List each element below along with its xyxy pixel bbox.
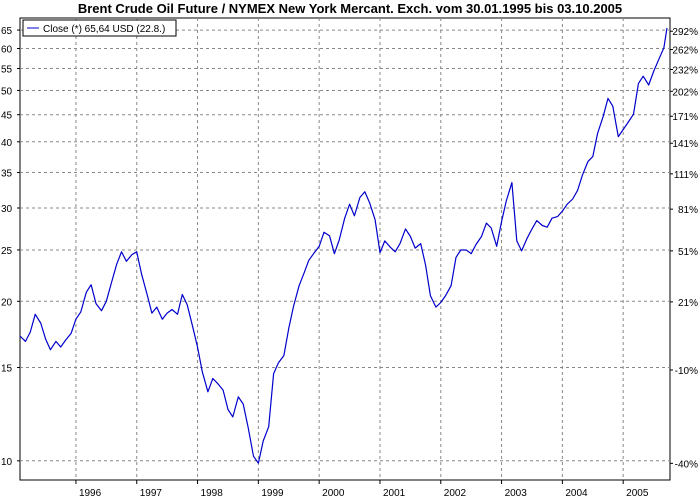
y-tick-right-label: 262% (672, 46, 698, 57)
y-tick-left-label: 25 (1, 246, 13, 257)
y-tick-right-label: 202% (672, 87, 698, 98)
y-tick-left-label: 15 (1, 364, 13, 375)
y-tick-left-label: 30 (1, 204, 13, 215)
y-tick-right-label: 111% (674, 170, 698, 181)
y-tick-right-label: 21% (678, 298, 698, 309)
x-tick-label: 1996 (79, 488, 102, 499)
x-tick-label: 2000 (322, 488, 345, 499)
bottom-axis: 1996 1997 1998 1999 2000 2001 2002 2003 2004 2005 (75, 480, 649, 499)
legend-box (22, 19, 177, 37)
y-tick-left-label: 35 (1, 169, 13, 180)
legend: Close (*) 65,64 USD (22.8.) (22, 19, 177, 37)
x-tick-label: 1997 (140, 488, 163, 499)
x-tick-label: 2003 (505, 488, 528, 499)
right-axis: -40% -10% 21% 51% 81% 111% 141% 171% 202% 232% 262… (670, 27, 698, 470)
x-tick-label: 2005 (626, 488, 649, 499)
y-tick-right-label: -40% (675, 459, 698, 470)
y-tick-left-label: 55 (1, 65, 13, 76)
y-tick-left-label: 60 (1, 44, 13, 55)
chart-title: Brent Crude Oil Future / NYMEX New York … (77, 1, 623, 16)
y-tick-left-label: 65 (1, 26, 13, 37)
y-tick-left-label: 45 (1, 111, 13, 122)
series-group (19, 27, 668, 464)
y-tick-left-label: 20 (1, 297, 13, 308)
x-tick-label: 2001 (383, 488, 406, 499)
plot-area (19, 17, 671, 481)
legend-label: Close (*) 65,64 USD (22.8.) (43, 24, 165, 35)
y-tick-right-label: 141% (672, 139, 698, 150)
left-axis: 10 15 20 25 30 35 40 45 50 55 60 65 (1, 26, 20, 468)
x-tick-label: 1998 (201, 488, 224, 499)
series-line-close (19, 27, 668, 464)
y-tick-left-label: 40 (1, 138, 13, 149)
y-tick-right-label: 171% (672, 112, 698, 123)
y-tick-left-label: 10 (1, 457, 13, 468)
y-tick-right-label: 51% (678, 247, 698, 258)
x-tick-label: 1999 (261, 488, 284, 499)
y-tick-left-label: 50 (1, 86, 13, 97)
y-tick-right-label: 81% (678, 205, 698, 216)
x-tick-label: 2002 (444, 488, 467, 499)
y-tick-right-label: 292% (672, 27, 698, 38)
x-tick-label: 2004 (565, 488, 588, 499)
y-tick-right-label: -10% (675, 366, 698, 377)
y-tick-right-label: 232% (672, 65, 698, 76)
